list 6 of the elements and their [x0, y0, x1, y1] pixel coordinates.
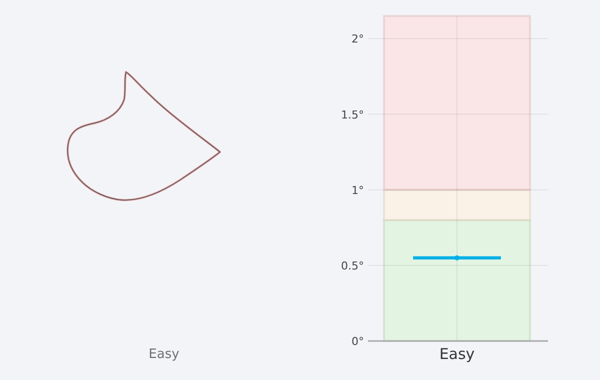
text: Easy — [148, 347, 180, 362]
y-tick-label: 1° — [352, 184, 364, 197]
y-tick-label: 2° — [352, 32, 364, 46]
y-tick-label: 0.5° — [341, 259, 364, 272]
y-tick-label: 0° — [352, 335, 364, 348]
y-tick-label: 1.5° — [341, 108, 364, 122]
